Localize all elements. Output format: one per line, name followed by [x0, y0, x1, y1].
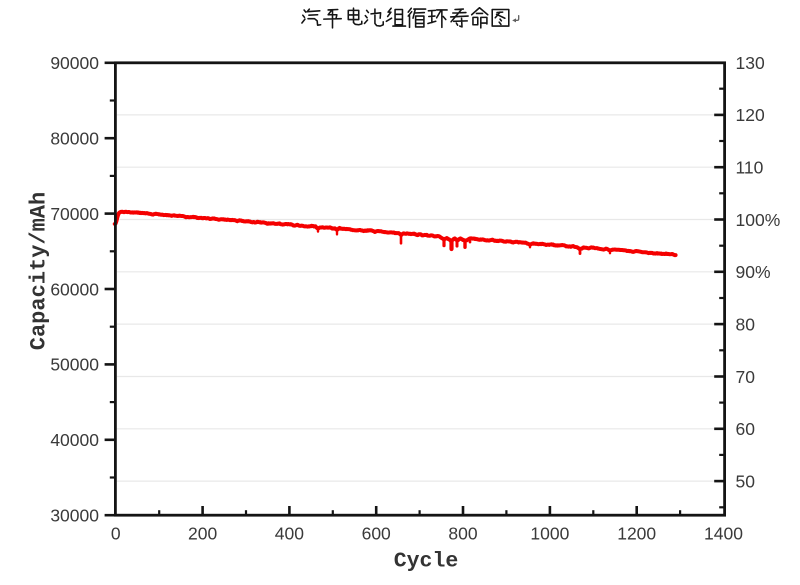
svg-text:60: 60: [736, 419, 756, 439]
svg-text:130: 130: [736, 53, 765, 73]
svg-text:120: 120: [736, 105, 765, 125]
svg-text:1400: 1400: [704, 524, 743, 544]
svg-text:0: 0: [111, 524, 121, 544]
svg-text:50: 50: [736, 471, 756, 491]
svg-text:600: 600: [362, 524, 391, 544]
svg-text:400: 400: [275, 524, 304, 544]
svg-text:60000: 60000: [50, 279, 99, 299]
svg-text:100%: 100%: [736, 210, 781, 230]
svg-text:110: 110: [736, 158, 764, 178]
svg-text:70: 70: [736, 367, 756, 387]
svg-text:Capacity/mAh: Capacity/mAh: [27, 192, 52, 350]
svg-text:Cycle: Cycle: [394, 550, 459, 574]
svg-text:80000: 80000: [50, 129, 99, 149]
svg-text:50000: 50000: [50, 355, 99, 375]
svg-text:80: 80: [736, 314, 756, 334]
svg-text:200: 200: [188, 524, 217, 544]
svg-text:1000: 1000: [530, 524, 569, 544]
svg-text:90%: 90%: [736, 262, 771, 282]
svg-text:40000: 40000: [50, 430, 99, 450]
svg-text:70000: 70000: [50, 204, 99, 224]
svg-text:90000: 90000: [50, 53, 99, 73]
svg-text:1200: 1200: [617, 524, 656, 544]
svg-text:800: 800: [448, 524, 477, 544]
svg-text:30000: 30000: [50, 506, 99, 526]
